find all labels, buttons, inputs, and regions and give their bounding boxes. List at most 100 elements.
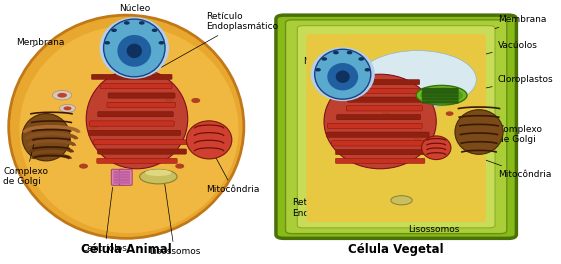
Ellipse shape [315,49,371,99]
Text: Membrana: Membrana [16,38,64,47]
Circle shape [447,112,453,115]
Circle shape [176,164,183,168]
FancyBboxPatch shape [111,169,124,185]
Text: Retículo
Endoplasmático: Retículo Endoplasmático [292,155,364,218]
Circle shape [63,106,71,110]
Ellipse shape [358,51,476,108]
Circle shape [159,42,164,44]
Text: Vacúolos: Vacúolos [463,41,537,60]
FancyBboxPatch shape [122,181,130,184]
FancyBboxPatch shape [98,112,173,117]
Ellipse shape [140,169,177,184]
Ellipse shape [20,26,238,233]
FancyBboxPatch shape [297,26,495,228]
Circle shape [382,112,389,115]
FancyBboxPatch shape [100,84,172,89]
Circle shape [316,69,320,71]
Circle shape [334,51,338,54]
Text: Lisossomos: Lisossomos [149,180,200,256]
Text: Complexo
de Golgi: Complexo de Golgi [3,140,48,186]
Text: Núcleo: Núcleo [302,56,340,68]
Ellipse shape [104,19,165,77]
Circle shape [112,29,116,31]
FancyBboxPatch shape [276,15,517,238]
Ellipse shape [145,169,172,176]
Ellipse shape [455,110,503,154]
Circle shape [356,152,362,155]
FancyBboxPatch shape [327,132,429,137]
Text: Célula Animal: Célula Animal [81,243,172,256]
FancyBboxPatch shape [306,34,486,222]
FancyBboxPatch shape [113,173,122,176]
FancyBboxPatch shape [347,97,422,102]
FancyBboxPatch shape [113,179,122,181]
Circle shape [80,164,88,168]
Circle shape [322,58,327,60]
Circle shape [57,93,67,98]
FancyBboxPatch shape [91,74,172,79]
Circle shape [59,105,76,112]
FancyBboxPatch shape [346,106,422,111]
Text: Cloroplastos: Cloroplastos [455,75,553,95]
Ellipse shape [391,196,412,205]
Ellipse shape [416,85,467,105]
Circle shape [165,99,173,102]
Ellipse shape [420,87,463,103]
Ellipse shape [99,17,169,79]
Text: Centríolos: Centríolos [82,187,128,253]
Circle shape [125,22,129,24]
Text: Complexo
de Golgi: Complexo de Golgi [490,125,542,144]
Circle shape [140,22,144,24]
Text: Retículo
Endoplasmático: Retículo Endoplasmático [161,12,279,68]
Circle shape [90,125,98,129]
Ellipse shape [311,47,375,101]
Text: Célula Vegetal: Célula Vegetal [348,243,444,256]
Ellipse shape [9,15,244,238]
Circle shape [359,58,364,60]
Circle shape [192,99,200,102]
FancyBboxPatch shape [339,88,419,93]
Text: Membrana: Membrana [495,15,546,29]
FancyBboxPatch shape [122,179,130,181]
Ellipse shape [86,69,188,169]
Ellipse shape [324,74,436,169]
Ellipse shape [127,44,142,58]
FancyBboxPatch shape [113,176,122,178]
Text: Mitocôndria: Mitocôndria [447,146,551,178]
FancyBboxPatch shape [422,94,459,97]
FancyBboxPatch shape [122,173,130,176]
Circle shape [105,42,109,44]
Ellipse shape [22,114,70,161]
FancyBboxPatch shape [108,93,175,98]
Circle shape [415,138,421,142]
Circle shape [153,29,157,31]
Text: Lisossomos: Lisossomos [408,202,459,234]
FancyBboxPatch shape [330,79,420,85]
Circle shape [347,51,352,54]
Text: Mitocôndria: Mitocôndria [206,148,260,194]
Ellipse shape [117,35,151,67]
Circle shape [365,69,370,71]
FancyBboxPatch shape [96,158,177,163]
FancyBboxPatch shape [286,20,507,234]
FancyBboxPatch shape [337,115,421,120]
FancyBboxPatch shape [328,123,422,129]
FancyBboxPatch shape [89,121,174,126]
FancyBboxPatch shape [113,171,122,173]
FancyBboxPatch shape [332,141,436,146]
Ellipse shape [327,63,358,91]
Ellipse shape [186,121,232,159]
FancyBboxPatch shape [98,149,187,154]
Text: Núcleo: Núcleo [119,4,150,19]
FancyBboxPatch shape [122,171,130,173]
Ellipse shape [335,70,350,83]
FancyBboxPatch shape [119,169,132,185]
FancyBboxPatch shape [107,102,176,107]
FancyBboxPatch shape [422,88,459,91]
Ellipse shape [421,136,451,159]
Circle shape [53,91,72,100]
FancyBboxPatch shape [122,176,130,178]
FancyBboxPatch shape [422,91,459,94]
FancyBboxPatch shape [335,149,435,155]
FancyBboxPatch shape [335,158,425,163]
